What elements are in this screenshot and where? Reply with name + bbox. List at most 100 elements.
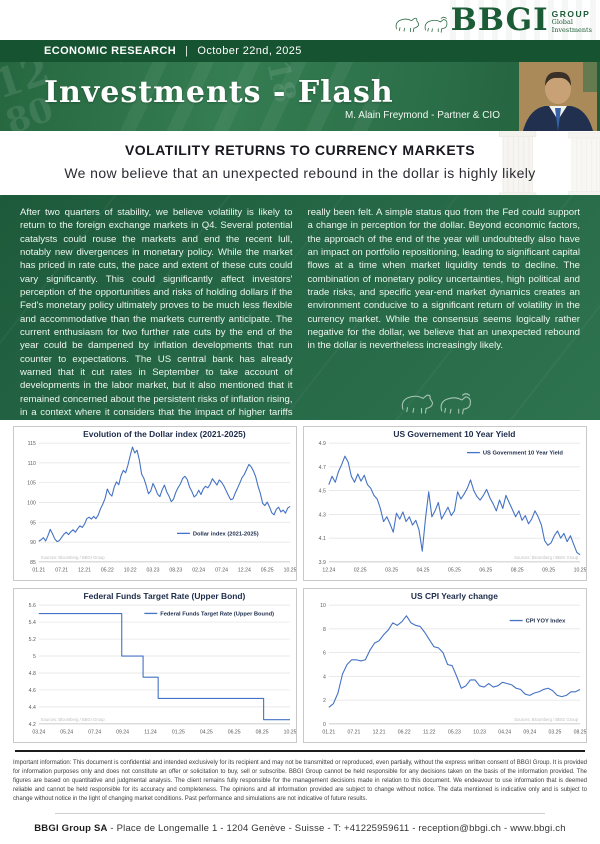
- svg-text:10.25: 10.25: [574, 567, 586, 573]
- svg-text:10: 10: [320, 603, 326, 609]
- column-watermark-icon: [492, 131, 552, 195]
- bbgi-logo: BBGI GROUP Global Investments: [393, 3, 592, 37]
- chart-fed-funds-rate: Federal Funds Target Rate (Upper Bond) 4.…: [13, 588, 297, 743]
- svg-text:04.24: 04.24: [498, 729, 511, 735]
- svg-text:4: 4: [323, 674, 326, 680]
- bull-bear-logo-icon: [393, 9, 451, 37]
- article-right-column: really been felt. A simple status quo fr…: [307, 207, 581, 352]
- svg-text:Evolution of the Dollar index: Evolution of the Dollar index (2021-2025…: [83, 429, 246, 439]
- svg-text:4.1: 4.1: [319, 536, 326, 542]
- footer-divider: [55, 813, 545, 814]
- svg-text:90: 90: [30, 540, 36, 546]
- svg-text:09.24: 09.24: [116, 729, 129, 735]
- research-ribbon: ECONOMIC RESEARCH | October 22nd, 2025: [0, 40, 600, 62]
- logo-subtext: GROUP Global Investments: [552, 3, 592, 34]
- svg-text:02.24: 02.24: [192, 567, 205, 573]
- page-title: Investments - Flash: [44, 75, 394, 110]
- svg-text:07.21: 07.21: [55, 567, 68, 573]
- svg-text:US CPI Yearly change: US CPI Yearly change: [411, 591, 498, 601]
- svg-text:02.25: 02.25: [354, 567, 367, 573]
- author-photo: [519, 62, 597, 131]
- svg-text:Sources: Bloomberg / BBGI Grou: Sources: Bloomberg / BBGI Group: [514, 717, 578, 722]
- svg-text:5.4: 5.4: [29, 620, 36, 626]
- svg-text:12.24: 12.24: [238, 567, 251, 573]
- svg-text:05.23: 05.23: [448, 729, 461, 735]
- column-watermark-icon: [562, 131, 600, 195]
- svg-text:10.25: 10.25: [284, 567, 296, 573]
- ribbon-label: ECONOMIC RESEARCH: [44, 45, 177, 57]
- logo-text: BBGI: [450, 2, 549, 38]
- svg-text:Federal Funds Target Rate (Up: Federal Funds Target Rate (Upper Bound): [160, 611, 274, 617]
- svg-text:06.25: 06.25: [228, 729, 241, 735]
- article-body: After two quarters of stability, we beli…: [0, 195, 600, 420]
- svg-text:4.2: 4.2: [29, 722, 36, 728]
- banner: 12 80 18 Investments - Flash M. Alain Fr…: [0, 62, 600, 131]
- svg-text:4.7: 4.7: [319, 465, 326, 471]
- svg-text:6: 6: [323, 651, 326, 657]
- svg-text:03.24: 03.24: [32, 729, 45, 735]
- svg-text:11.22: 11.22: [423, 729, 436, 735]
- footer-contact-line: BBGI Group SA - Place de Longemalle 1 - …: [0, 823, 600, 834]
- disclaimer-text: Important information: This document is …: [13, 760, 587, 802]
- svg-text:05.22: 05.22: [101, 567, 114, 573]
- svg-text:85: 85: [30, 560, 36, 566]
- svg-text:115: 115: [28, 441, 36, 447]
- svg-text:4.8: 4.8: [29, 671, 36, 677]
- svg-text:0: 0: [323, 722, 326, 728]
- svg-text:US Government 10 Year Yield: US Government 10 Year Yield: [483, 451, 563, 457]
- svg-text:110: 110: [28, 461, 36, 467]
- svg-text:11.24: 11.24: [144, 729, 157, 735]
- svg-text:08.25: 08.25: [574, 729, 586, 735]
- svg-text:5.6: 5.6: [29, 603, 36, 609]
- svg-text:Sources: Bloomberg / BBGI Grou: Sources: Bloomberg / BBGI Group: [41, 717, 105, 722]
- svg-text:05.25: 05.25: [261, 567, 274, 573]
- svg-text:Sources: Bloomberg / BBGI Grou: Sources: Bloomberg / BBGI Group: [41, 555, 105, 560]
- headline-block: VOLATILITY RETURNS TO CURRENCY MARKETS W…: [0, 131, 600, 195]
- svg-text:2: 2: [323, 698, 326, 704]
- article-watermark: [0, 195, 600, 420]
- svg-text:4.3: 4.3: [319, 512, 326, 518]
- svg-text:4.4: 4.4: [29, 705, 36, 711]
- svg-text:Dollar index (2021-2025): Dollar index (2021-2025): [193, 531, 259, 537]
- svg-text:03.25: 03.25: [385, 567, 398, 573]
- footer-address: - Place de Longemalle 1 - 1204 Genève - …: [107, 823, 566, 834]
- logo-global-label: Global: [551, 18, 573, 26]
- chart-us-10y-yield: US Governement 10 Year Yield 3.9 4.1 4.3 4.5…: [303, 426, 587, 581]
- logo-investments-label: Investments: [551, 25, 592, 34]
- svg-text:01.21: 01.21: [32, 567, 45, 573]
- svg-text:04.25: 04.25: [417, 567, 430, 573]
- svg-text:8: 8: [323, 627, 326, 633]
- svg-text:04.25: 04.25: [200, 729, 213, 735]
- svg-text:5.2: 5.2: [29, 637, 36, 643]
- banner-watermark: [120, 62, 380, 131]
- svg-text:01.21: 01.21: [322, 729, 335, 735]
- svg-text:08.25: 08.25: [256, 729, 269, 735]
- svg-text:09.24: 09.24: [523, 729, 536, 735]
- svg-text:4.6: 4.6: [29, 688, 36, 694]
- article-subtitle: We now believe that an unexpected reboun…: [64, 165, 536, 181]
- article-title: VOLATILITY RETURNS TO CURRENCY MARKETS: [124, 142, 476, 158]
- logo-group-label: GROUP: [551, 9, 591, 19]
- svg-text:07.24: 07.24: [88, 729, 101, 735]
- ribbon-separator: |: [185, 45, 189, 57]
- svg-text:10.25: 10.25: [284, 729, 296, 735]
- svg-text:06.25: 06.25: [479, 567, 492, 573]
- svg-text:05.24: 05.24: [60, 729, 73, 735]
- svg-text:5: 5: [33, 654, 36, 660]
- charts-grid: Evolution of the Dollar index (2021-2025…: [13, 426, 587, 743]
- svg-text:07.21: 07.21: [347, 729, 360, 735]
- svg-text:105: 105: [27, 481, 36, 487]
- bull-bear-watermark-icon: [398, 386, 476, 417]
- svg-text:12.24: 12.24: [322, 567, 335, 573]
- svg-text:07.24: 07.24: [215, 567, 228, 573]
- svg-text:Federal Funds Target Rate (Upp: Federal Funds Target Rate (Upper Bond): [84, 591, 246, 601]
- svg-text:01.25: 01.25: [172, 729, 185, 735]
- svg-text:12.21: 12.21: [373, 729, 386, 735]
- chart-dollar-index: Evolution of the Dollar index (2021-2025…: [13, 426, 297, 581]
- svg-text:US Governement 10 Year Yield: US Governement 10 Year Yield: [393, 429, 515, 439]
- svg-text:10.23: 10.23: [473, 729, 486, 735]
- svg-text:03.23: 03.23: [147, 567, 160, 573]
- svg-text:09.25: 09.25: [542, 567, 555, 573]
- svg-text:06.22: 06.22: [398, 729, 411, 735]
- charts-section: Evolution of the Dollar index (2021-2025…: [0, 420, 600, 752]
